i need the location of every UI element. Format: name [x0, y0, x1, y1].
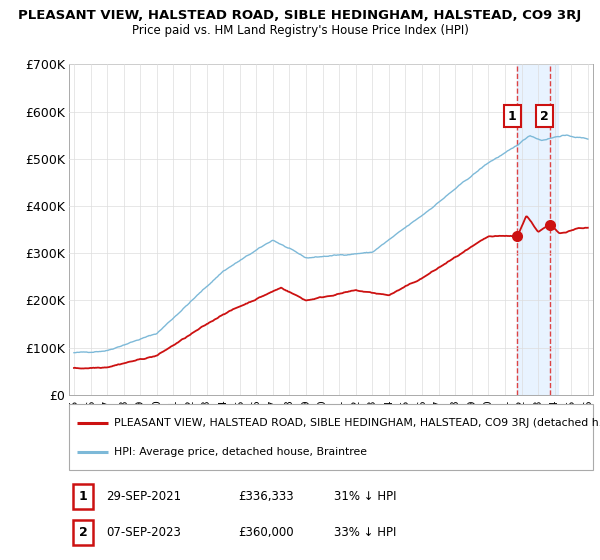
Text: £360,000: £360,000	[238, 526, 294, 539]
Text: PLEASANT VIEW, HALSTEAD ROAD, SIBLE HEDINGHAM, HALSTEAD, CO9 3RJ (detached h…: PLEASANT VIEW, HALSTEAD ROAD, SIBLE HEDI…	[113, 418, 600, 428]
Text: 2: 2	[79, 526, 88, 539]
Bar	[73, 484, 94, 508]
Bar	[73, 520, 94, 545]
Text: 29-SEP-2021: 29-SEP-2021	[106, 489, 181, 503]
Text: Price paid vs. HM Land Registry's House Price Index (HPI): Price paid vs. HM Land Registry's House …	[131, 24, 469, 36]
Text: PLEASANT VIEW, HALSTEAD ROAD, SIBLE HEDINGHAM, HALSTEAD, CO9 3RJ: PLEASANT VIEW, HALSTEAD ROAD, SIBLE HEDI…	[19, 9, 581, 22]
Text: 1: 1	[508, 110, 517, 123]
Bar	[517, 64, 558, 395]
Text: 2: 2	[540, 110, 549, 123]
Text: 33% ↓ HPI: 33% ↓ HPI	[334, 526, 397, 539]
Text: 1: 1	[79, 489, 88, 503]
Text: 31% ↓ HPI: 31% ↓ HPI	[334, 489, 397, 503]
Text: 07-SEP-2023: 07-SEP-2023	[106, 526, 181, 539]
Text: £336,333: £336,333	[238, 489, 294, 503]
Text: HPI: Average price, detached house, Braintree: HPI: Average price, detached house, Brai…	[113, 447, 367, 457]
